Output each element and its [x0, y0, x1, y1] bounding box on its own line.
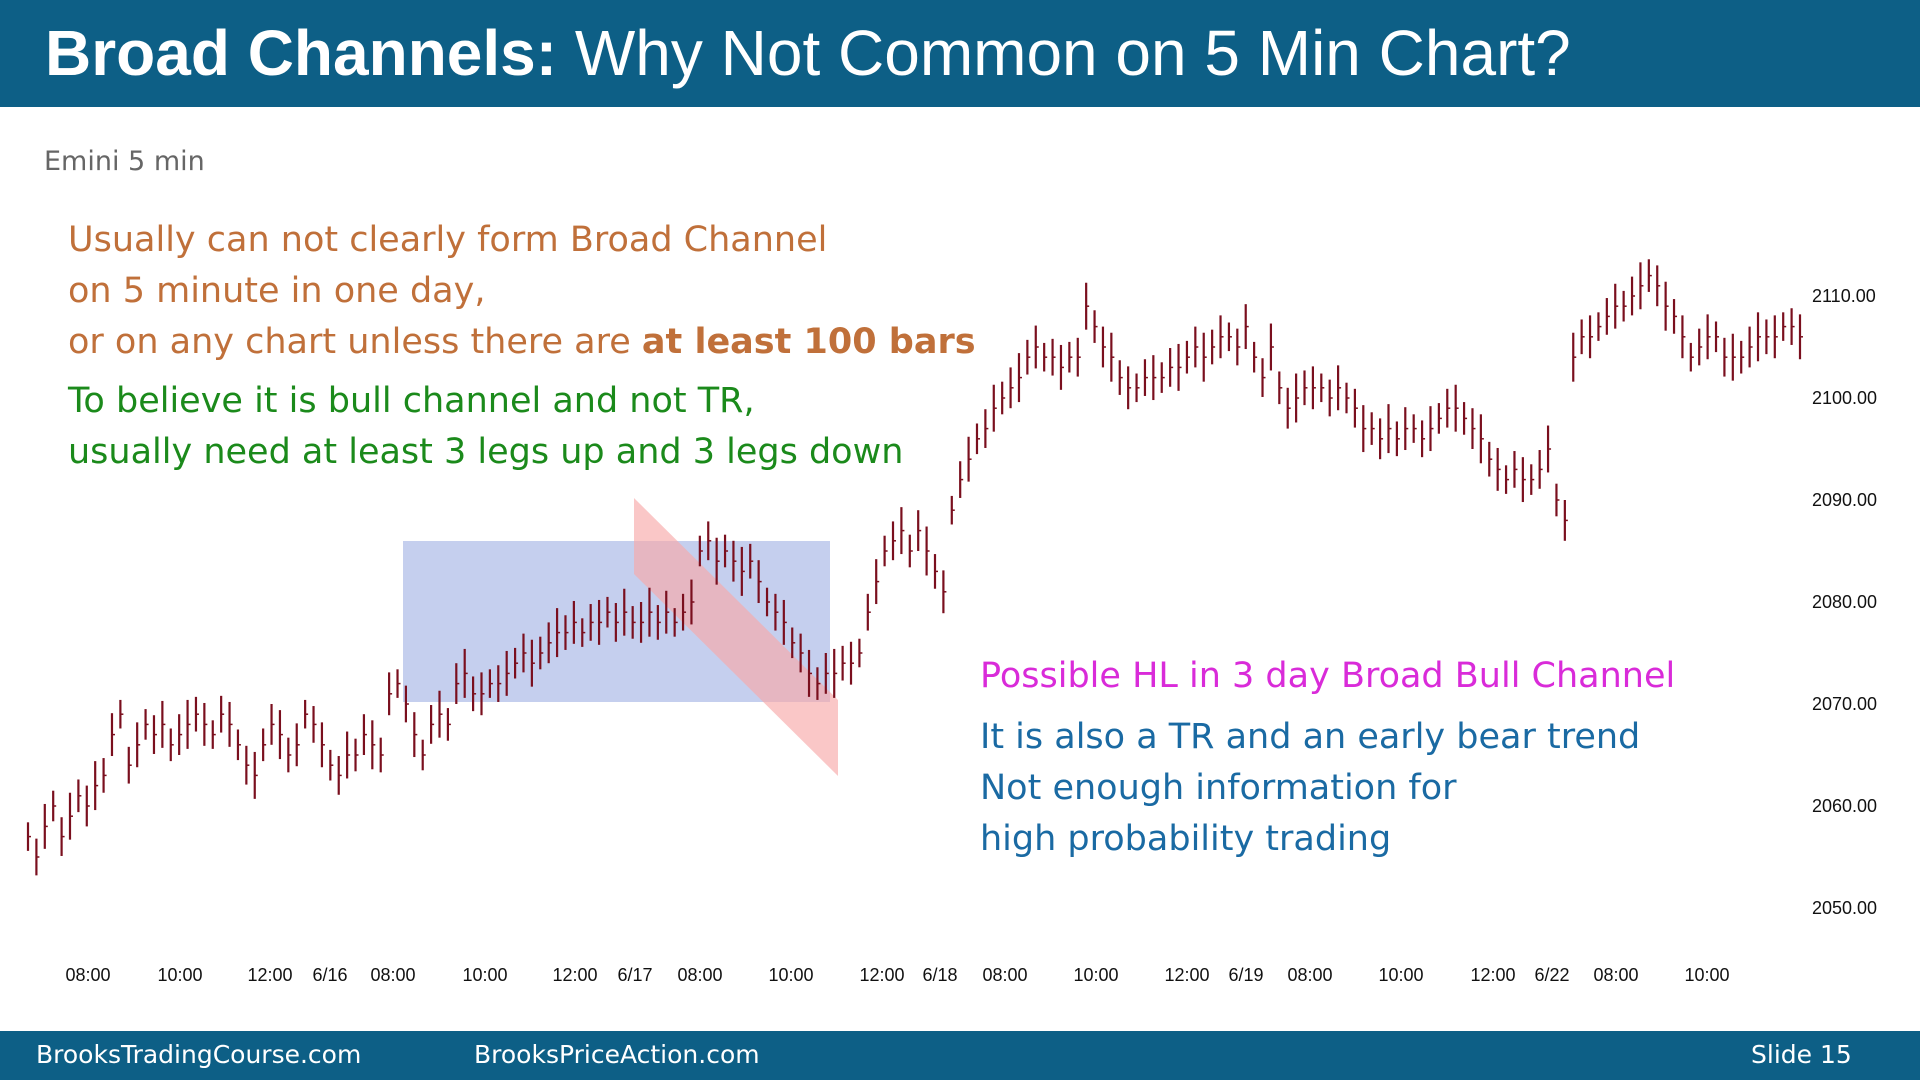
x-tick-label: 08:00: [370, 965, 415, 985]
x-tick-label: 12:00: [1164, 965, 1209, 985]
x-tick-label: 12:00: [552, 965, 597, 985]
x-tick-label: 6/22: [1534, 965, 1569, 985]
x-tick-label: 6/19: [1228, 965, 1263, 985]
y-tick-label: 2110.00: [1812, 286, 1876, 306]
green-note: To believe it is bull channel and not TR…: [68, 376, 903, 478]
orange-note-line-3: or on any chart unless there are at leas…: [68, 317, 976, 368]
slide-title-rest: Why Not Common on 5 Min Chart?: [557, 17, 1571, 89]
y-tick-label: 2080.00: [1812, 592, 1877, 612]
bear-channel-zone: [634, 498, 838, 776]
slide-title: Broad Channels: Why Not Common on 5 Min …: [45, 14, 1571, 92]
blue-note-line-1: It is also a TR and an early bear trend: [980, 717, 1641, 757]
x-tick-label: 12:00: [859, 965, 904, 985]
y-tick-label: 2090.00: [1812, 490, 1877, 510]
x-tick-label: 08:00: [65, 965, 110, 985]
chart-subtitle: Emini 5 min: [44, 146, 205, 177]
orange-note-line-1: Usually can not clearly form Broad Chann…: [68, 220, 828, 260]
x-tick-label: 08:00: [677, 965, 722, 985]
x-tick-label: 10:00: [1073, 965, 1118, 985]
title-bar: Broad Channels: Why Not Common on 5 Min …: [0, 0, 1920, 107]
blue-note: It is also a TR and an early bear trend …: [980, 712, 1640, 865]
y-tick-label: 2070.00: [1812, 694, 1877, 714]
x-tick-label: 12:00: [247, 965, 292, 985]
x-tick-label: 12:00: [1470, 965, 1515, 985]
x-tick-label: 6/16: [312, 965, 347, 985]
x-tick-label: 08:00: [1287, 965, 1332, 985]
y-tick-label: 2050.00: [1812, 898, 1877, 918]
x-tick-label: 10:00: [1684, 965, 1729, 985]
x-tick-label: 6/17: [617, 965, 652, 985]
footer-link-course[interactable]: BrooksTradingCourse.com: [36, 1040, 362, 1069]
x-tick-label: 10:00: [157, 965, 202, 985]
footer-link-priceaction[interactable]: BrooksPriceAction.com: [474, 1040, 760, 1069]
y-tick-label: 2060.00: [1812, 796, 1877, 816]
green-note-line-2: usually need at least 3 legs up and 3 le…: [68, 432, 904, 472]
blue-note-line-3: high probability trading: [980, 819, 1392, 859]
orange-note-emphasis: at least 100 bars: [641, 322, 976, 362]
x-tick-label: 10:00: [462, 965, 507, 985]
orange-note-line-2: on 5 minute in one day,: [68, 271, 486, 311]
slide-title-bold: Broad Channels:: [45, 17, 558, 89]
green-note-line-1: To believe it is bull channel and not TR…: [68, 381, 755, 421]
x-tick-label: 10:00: [768, 965, 813, 985]
magenta-note: Possible HL in 3 day Broad Bull Channel: [980, 656, 1676, 696]
x-tick-label: 08:00: [1593, 965, 1638, 985]
x-tick-label: 6/18: [922, 965, 957, 985]
orange-note: Usually can not clearly form Broad Chann…: [68, 215, 976, 368]
x-tick-label: 08:00: [982, 965, 1027, 985]
footer-bar: BrooksTradingCourse.com BrooksPriceActio…: [0, 1031, 1920, 1080]
blue-note-line-2: Not enough information for: [980, 768, 1457, 808]
y-tick-label: 2100.00: [1812, 388, 1877, 408]
slide-number: Slide 15: [1751, 1040, 1852, 1069]
x-tick-label: 10:00: [1378, 965, 1423, 985]
orange-note-line-3-prefix: or on any chart unless there are: [68, 322, 642, 362]
